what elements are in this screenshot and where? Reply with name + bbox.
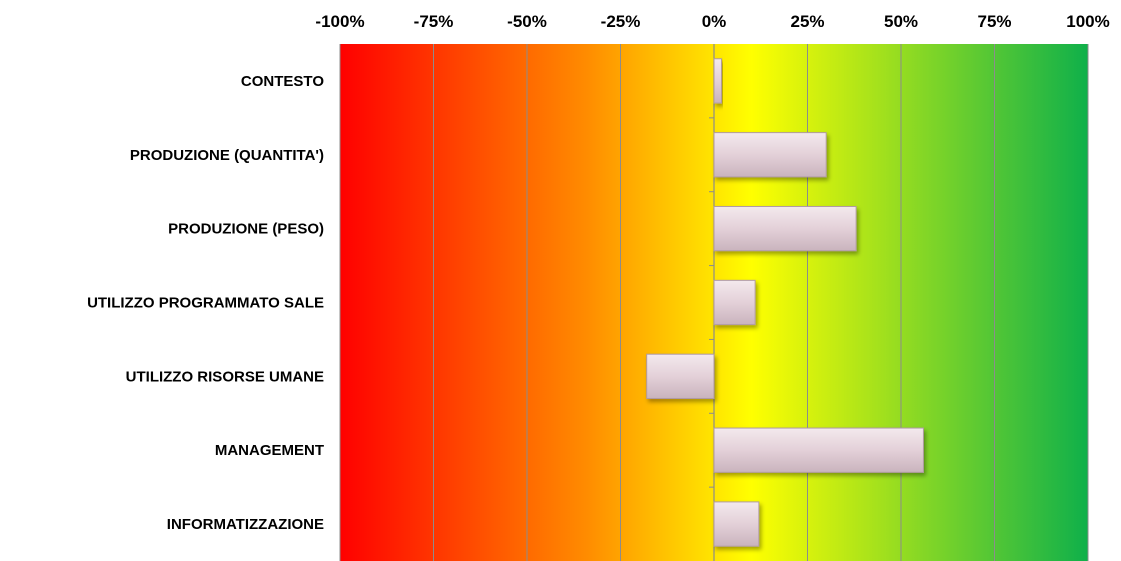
bar (713, 205, 857, 252)
bar (713, 279, 756, 326)
category-label: MANAGEMENT (215, 442, 324, 459)
bar (713, 58, 722, 104)
category-label: UTILIZZO PROGRAMMATO SALE (87, 295, 324, 312)
x-tick-label: -75% (414, 12, 454, 31)
gridlines (339, 44, 1089, 561)
category-label: UTILIZZO RISORSE UMANE (126, 368, 324, 385)
category-label: PRODUZIONE (QUANTITA') (130, 147, 324, 164)
category-label: CONTESTO (241, 73, 324, 90)
bars (646, 58, 924, 547)
x-tick-label: -25% (601, 12, 641, 31)
x-tick-label: 50% (884, 12, 918, 31)
x-tick-label: -100% (315, 12, 364, 31)
bar (713, 427, 924, 473)
x-tick-label: 75% (977, 12, 1011, 31)
category-label: INFORMATIZZAZIONE (167, 516, 324, 533)
category-label: PRODUZIONE (PESO) (168, 221, 324, 238)
x-tick-label: 25% (790, 12, 824, 31)
category-labels: CONTESTO PRODUZIONE (QUANTITA') PRODUZIONE… (87, 73, 324, 533)
bar (713, 501, 760, 547)
x-tick-label: 100% (1066, 12, 1109, 31)
bar (646, 353, 715, 400)
x-tick-label: -50% (507, 12, 547, 31)
x-tick-label: 0% (702, 12, 727, 31)
bar (713, 132, 827, 178)
x-axis-ticks: -100% -75% -50% -25% 0% 25% 50% 75% 100% (315, 12, 1109, 31)
